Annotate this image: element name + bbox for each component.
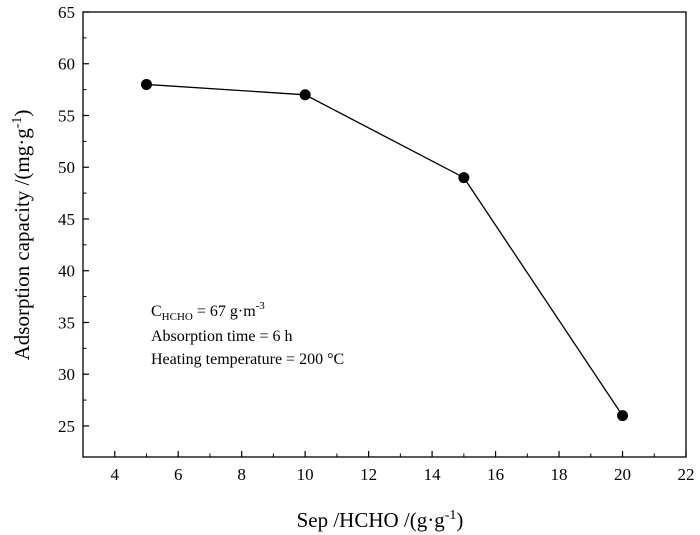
x-tick-label: 22 [678, 465, 695, 484]
x-tick-label: 10 [297, 465, 314, 484]
x-axis-label: Sep /HCHO /(g·g-1) [297, 508, 464, 532]
y-tick-label: 65 [58, 3, 75, 22]
data-point [458, 172, 470, 184]
x-tick-label: 8 [237, 465, 246, 484]
x-axis-ticks: 4 6 8 10 12 14 16 18 20 22 [110, 451, 695, 484]
data-point [299, 89, 311, 101]
series-line [140, 78, 629, 422]
x-tick-label: 18 [551, 465, 568, 484]
x-tick-label: 12 [360, 465, 377, 484]
annotation-heating-temperature: Heating temperature = 200 °C [151, 351, 344, 368]
data-point [140, 78, 152, 90]
y-tick-label: 30 [58, 365, 75, 384]
y-axis-label: Adsorption capacity /(mg·g-1) [10, 110, 34, 361]
y-tick-label: 60 [58, 55, 75, 74]
annotation-concentration: CHCHO = 67 g·m-3 [151, 300, 265, 323]
y-tick-label: 50 [58, 158, 75, 177]
y-axis-ticks: 25 30 35 40 45 50 55 60 65 [58, 3, 89, 436]
x-tick-label: 20 [614, 465, 631, 484]
x-tick-label: 4 [110, 465, 119, 484]
x-tick-label: 14 [424, 465, 442, 484]
y-tick-label: 55 [58, 106, 75, 125]
annotation-absorption-time: Absorption time = 6 h [151, 328, 292, 345]
x-tick-label: 6 [174, 465, 183, 484]
y-tick-label: 40 [58, 262, 75, 281]
data-point [617, 410, 629, 422]
plot-frame [82, 11, 687, 458]
annotation-block: CHCHO = 67 g·m-3 Absorption time = 6 h H… [151, 300, 344, 368]
x-tick-label: 16 [487, 465, 504, 484]
y-tick-label: 45 [58, 210, 75, 229]
y-tick-label: 35 [58, 313, 75, 332]
series-polyline [146, 83, 624, 416]
y-tick-label: 25 [58, 417, 75, 436]
